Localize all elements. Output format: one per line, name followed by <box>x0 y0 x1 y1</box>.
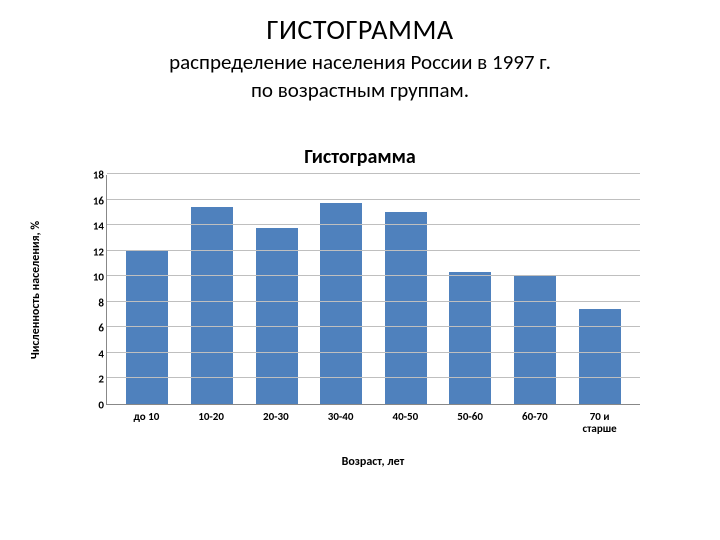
y-tick: 0 <box>98 400 104 411</box>
y-tick: 4 <box>98 348 104 359</box>
grid-line <box>107 352 640 353</box>
slide-subtitle-line1: распределение населения России в 1997 г. <box>0 49 720 75</box>
y-axis-label: Численность населения, % <box>26 175 46 405</box>
y-tick: 14 <box>93 221 104 232</box>
bar <box>385 212 427 404</box>
x-axis-label: Возраст, лет <box>106 455 640 469</box>
x-tick: 20-30 <box>255 411 297 435</box>
slide-subtitle-line2: по возрастным группам. <box>0 77 720 103</box>
y-tick: 2 <box>98 374 104 385</box>
y-ticks: 024681012141618 <box>80 175 106 405</box>
plot-area <box>106 175 640 405</box>
slide: ГИСТОГРАММА распределение населения Росс… <box>0 0 720 540</box>
y-tick: 10 <box>93 272 104 283</box>
x-tick: 70 и старше <box>579 411 621 435</box>
x-tick: до 10 <box>125 411 167 435</box>
plot-row: 024681012141618 <box>80 175 640 405</box>
y-tick: 18 <box>93 170 104 181</box>
grid-line <box>107 326 640 327</box>
x-tick: 50-60 <box>449 411 491 435</box>
y-tick: 8 <box>98 297 104 308</box>
grid-line <box>107 250 640 251</box>
bar <box>579 309 621 404</box>
bar <box>191 207 233 404</box>
grid-line <box>107 173 640 174</box>
y-tick: 6 <box>98 323 104 334</box>
bars-container <box>107 175 640 404</box>
bar <box>514 276 556 404</box>
grid-line <box>107 377 640 378</box>
chart-title: Гистограмма <box>80 145 640 169</box>
grid-line <box>107 275 640 276</box>
x-tick: 10-20 <box>190 411 232 435</box>
y-tick: 16 <box>93 195 104 206</box>
grid-line <box>107 224 640 225</box>
y-axis-label-text: Численность населения, % <box>29 221 43 359</box>
x-ticks: до 10 10-20 20-30 30-40 40-50 50-60 60-70 70 и … <box>106 411 640 435</box>
slide-title: ГИСТОГРАММА <box>0 12 720 47</box>
x-tick: 30-40 <box>320 411 362 435</box>
histogram-chart: Гистограмма Численность населения, % 024… <box>80 145 640 469</box>
title-block: ГИСТОГРАММА распределение населения Росс… <box>0 0 720 104</box>
bar <box>320 203 362 404</box>
y-tick: 12 <box>93 246 104 257</box>
x-tick: 60-70 <box>514 411 556 435</box>
x-tick: 40-50 <box>384 411 426 435</box>
grid-line <box>107 301 640 302</box>
bar <box>449 272 491 404</box>
chart-body: Численность населения, % 024681012141618 <box>80 175 640 405</box>
grid-line <box>107 199 640 200</box>
